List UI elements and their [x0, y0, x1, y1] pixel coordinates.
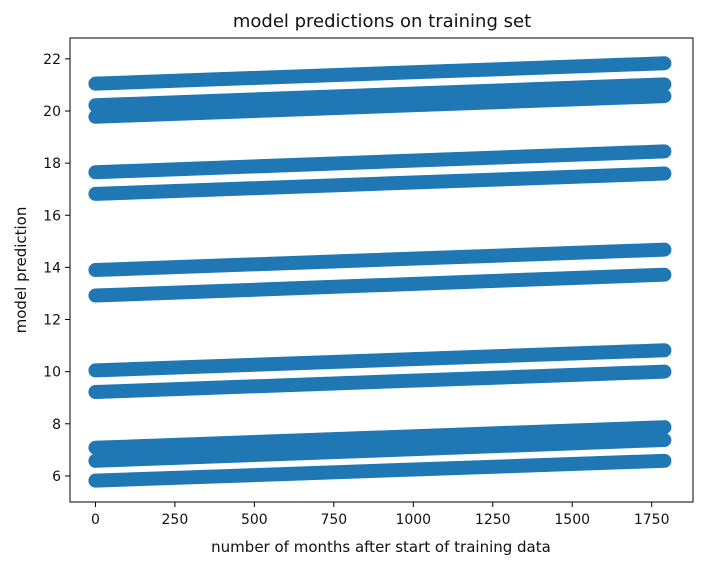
- chart-title: model predictions on training set: [233, 11, 531, 32]
- y-tick-label: 6: [52, 469, 61, 485]
- series-11-points: [88, 432, 672, 468]
- series-8-points: [88, 343, 672, 378]
- y-tick-label: 20: [43, 104, 61, 120]
- y-axis: 6 8 10 12 14 16 18 20 22: [43, 52, 70, 485]
- x-axis-label: number of months after start of training…: [211, 538, 551, 556]
- series-group: [88, 56, 672, 488]
- series-6-points: [88, 242, 672, 277]
- series-1-points: [88, 56, 672, 91]
- series-10-points: [88, 420, 672, 455]
- y-tick-label: 18: [43, 156, 61, 172]
- series-4-points: [88, 144, 672, 180]
- series-2-points: [88, 77, 672, 113]
- y-tick-label: 12: [43, 313, 61, 329]
- plot-frame: [69, 37, 694, 503]
- y-axis-label: model prediction: [12, 207, 30, 334]
- y-tick-label: 22: [43, 52, 61, 68]
- x-tick-label: 1000: [395, 512, 431, 528]
- y-tick-label: 16: [43, 208, 61, 224]
- series-9-points: [88, 364, 672, 399]
- x-tick-label: 500: [241, 512, 268, 528]
- x-tick-label: 1250: [475, 512, 511, 528]
- y-tick-label: 8: [52, 417, 61, 433]
- x-tick-label: 1750: [634, 512, 670, 528]
- y-tick-label: 14: [43, 260, 61, 276]
- x-axis: 0 250 500 750 1000 1250 1500 1750: [91, 502, 670, 528]
- series-12-points: [88, 453, 672, 488]
- x-tick-label: 0: [91, 512, 100, 528]
- series-3-points: [88, 89, 672, 124]
- x-tick-label: 750: [320, 512, 347, 528]
- x-tick-label: 1500: [554, 512, 590, 528]
- series-5-points: [88, 166, 672, 201]
- x-tick-label: 250: [162, 512, 189, 528]
- y-tick-label: 10: [43, 365, 61, 381]
- series-7-points: [88, 267, 672, 303]
